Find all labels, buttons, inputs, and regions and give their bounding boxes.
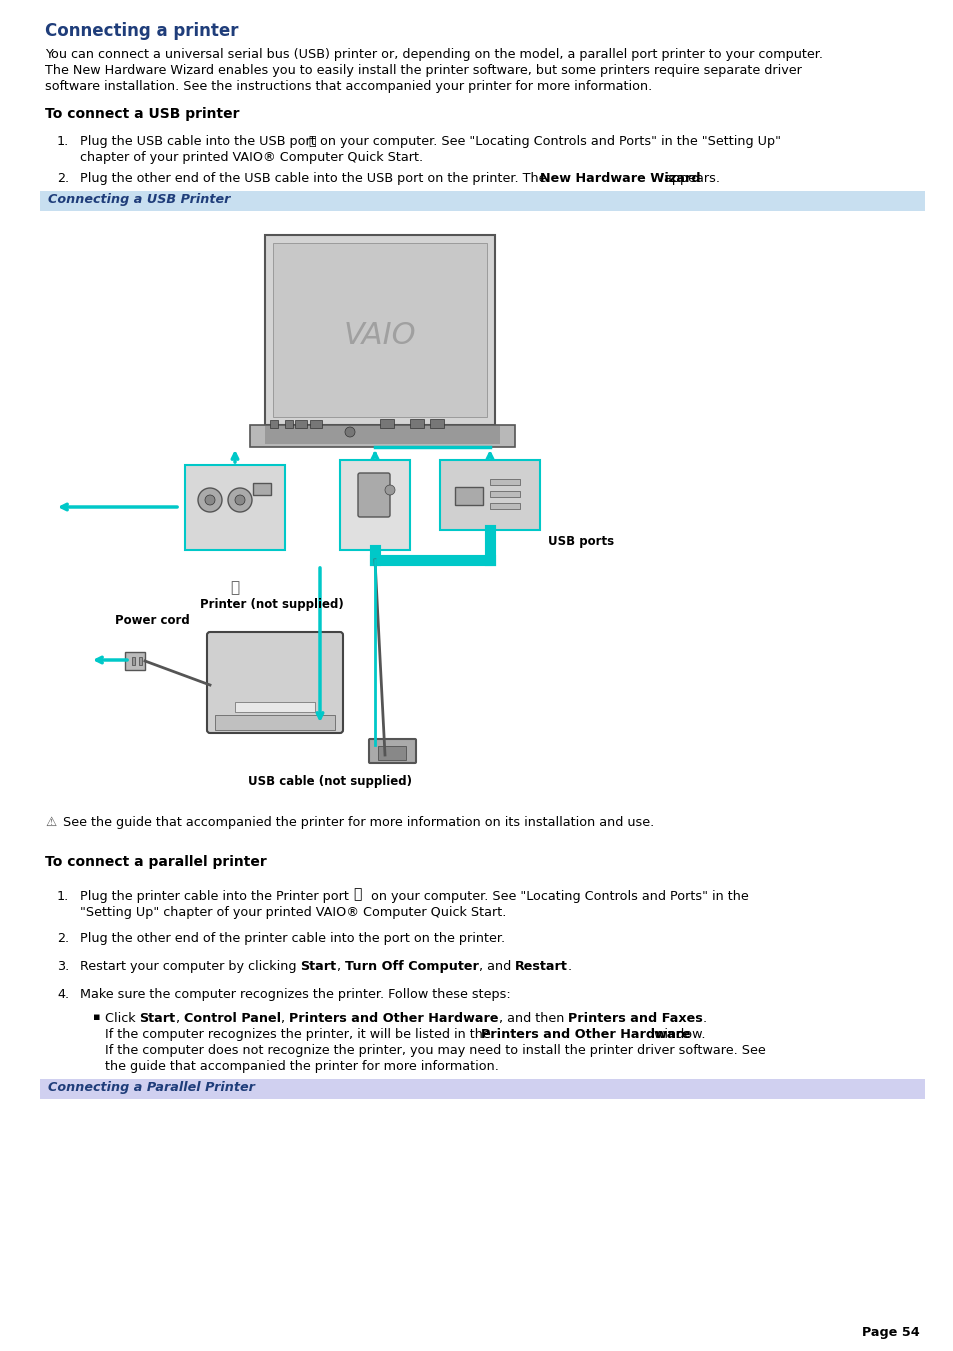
Bar	[379, 419, 394, 428]
Text: ⚠: ⚠	[45, 816, 56, 830]
Bar	[377, 746, 406, 761]
Text: USB ports: USB ports	[547, 535, 614, 549]
Bar	[234, 703, 314, 712]
Text: To connect a USB printer: To connect a USB printer	[45, 107, 239, 122]
Circle shape	[228, 488, 252, 512]
Circle shape	[234, 494, 245, 505]
Text: 2.: 2.	[57, 932, 69, 944]
Text: Connecting a printer: Connecting a printer	[45, 22, 238, 41]
Text: To connect a parallel printer: To connect a parallel printer	[45, 855, 267, 869]
FancyBboxPatch shape	[207, 632, 343, 734]
Bar	[185, 465, 285, 550]
Bar	[490, 490, 519, 497]
Text: If the computer does not recognize the printer, you may need to install the prin: If the computer does not recognize the p…	[105, 1044, 765, 1056]
Bar	[270, 420, 277, 428]
Bar	[294, 420, 307, 428]
Text: Turn Off Computer: Turn Off Computer	[344, 961, 478, 973]
Text: Printers and Other Hardware: Printers and Other Hardware	[289, 1012, 498, 1025]
Text: the guide that accompanied the printer for more information.: the guide that accompanied the printer f…	[105, 1061, 498, 1073]
Circle shape	[385, 485, 395, 494]
Bar	[40, 1079, 924, 1098]
Bar	[490, 503, 519, 509]
Text: The New Hardware Wizard enables you to easily install the printer software, but : The New Hardware Wizard enables you to e…	[45, 63, 801, 77]
Text: See the guide that accompanied the printer for more information on its installat: See the guide that accompanied the print…	[63, 816, 654, 830]
Text: 1.: 1.	[57, 135, 70, 149]
Text: on your computer. See "Locating Controls and Ports" in the: on your computer. See "Locating Controls…	[371, 890, 748, 902]
Text: "Setting Up" chapter of your printed VAIO® Computer Quick Start.: "Setting Up" chapter of your printed VAI…	[80, 907, 506, 919]
Bar	[339, 459, 410, 550]
Text: ,: ,	[336, 961, 344, 973]
Text: Restart: Restart	[515, 961, 567, 973]
Text: Page 54: Page 54	[862, 1325, 919, 1339]
Text: , and: , and	[478, 961, 515, 973]
Bar	[40, 211, 924, 800]
Bar	[265, 426, 499, 444]
Bar	[310, 420, 322, 428]
FancyBboxPatch shape	[357, 473, 390, 517]
Text: Plug the printer cable into the Printer port: Plug the printer cable into the Printer …	[80, 890, 349, 902]
Text: ⑇: ⑇	[230, 580, 239, 594]
Bar	[430, 419, 443, 428]
Bar	[40, 190, 924, 211]
Bar	[273, 243, 486, 417]
Text: software installation. See the instructions that accompanied your printer for mo: software installation. See the instructi…	[45, 80, 652, 93]
Text: Restart your computer by clicking: Restart your computer by clicking	[80, 961, 300, 973]
Text: Connecting a USB Printer: Connecting a USB Printer	[48, 193, 230, 205]
Text: chapter of your printed VAIO® Computer Quick Start.: chapter of your printed VAIO® Computer Q…	[80, 151, 423, 163]
Text: Printers and Faxes: Printers and Faxes	[567, 1012, 702, 1025]
Bar	[253, 484, 271, 494]
Text: ⑇: ⑇	[308, 135, 315, 149]
FancyBboxPatch shape	[250, 426, 515, 447]
Text: window.: window.	[649, 1028, 705, 1042]
Circle shape	[205, 494, 214, 505]
Text: on your computer. See "Locating Controls and Ports" in the "Setting Up": on your computer. See "Locating Controls…	[319, 135, 781, 149]
Circle shape	[198, 488, 222, 512]
Text: 1.: 1.	[57, 890, 70, 902]
Text: 3.: 3.	[57, 961, 70, 973]
Text: , and then: , and then	[498, 1012, 567, 1025]
FancyBboxPatch shape	[369, 739, 416, 763]
Bar	[214, 715, 335, 730]
Text: Start: Start	[300, 961, 336, 973]
Bar	[125, 653, 145, 670]
Text: Plug the other end of the USB cable into the USB port on the printer. The: Plug the other end of the USB cable into…	[80, 172, 550, 185]
Text: ▪: ▪	[92, 1012, 100, 1021]
Bar	[132, 657, 135, 665]
Text: Start: Start	[139, 1012, 175, 1025]
Text: Make sure the computer recognizes the printer. Follow these steps:: Make sure the computer recognizes the pr…	[80, 988, 510, 1001]
Text: Power cord: Power cord	[115, 613, 190, 627]
Text: Printers and Other Hardware: Printers and Other Hardware	[480, 1028, 690, 1042]
Text: New Hardware Wizard: New Hardware Wizard	[539, 172, 700, 185]
Text: 2.: 2.	[57, 172, 69, 185]
Text: Connecting a Parallel Printer: Connecting a Parallel Printer	[48, 1081, 254, 1094]
FancyBboxPatch shape	[265, 235, 495, 426]
Text: Printer (not supplied): Printer (not supplied)	[200, 598, 343, 611]
Text: If the computer recognizes the printer, it will be listed in the: If the computer recognizes the printer, …	[105, 1028, 495, 1042]
Text: ,: ,	[281, 1012, 289, 1025]
Text: ,: ,	[175, 1012, 184, 1025]
Bar	[410, 419, 423, 428]
Text: .: .	[567, 961, 571, 973]
Bar	[490, 480, 519, 485]
Text: appears.: appears.	[659, 172, 720, 185]
Bar	[285, 420, 293, 428]
Text: VAIO: VAIO	[343, 320, 416, 350]
Text: .: .	[702, 1012, 706, 1025]
Text: You can connect a universal serial bus (USB) printer or, depending on the model,: You can connect a universal serial bus (…	[45, 49, 822, 61]
Bar	[139, 657, 142, 665]
Text: USB cable (not supplied): USB cable (not supplied)	[248, 775, 412, 788]
Bar	[439, 459, 539, 530]
Bar	[455, 486, 482, 505]
Text: Plug the other end of the printer cable into the port on the printer.: Plug the other end of the printer cable …	[80, 932, 504, 944]
Text: 4.: 4.	[57, 988, 69, 1001]
Text: ⎙: ⎙	[353, 888, 361, 901]
Text: Control Panel: Control Panel	[184, 1012, 281, 1025]
Circle shape	[345, 427, 355, 436]
Text: Click: Click	[105, 1012, 139, 1025]
Text: Plug the USB cable into the USB port: Plug the USB cable into the USB port	[80, 135, 315, 149]
